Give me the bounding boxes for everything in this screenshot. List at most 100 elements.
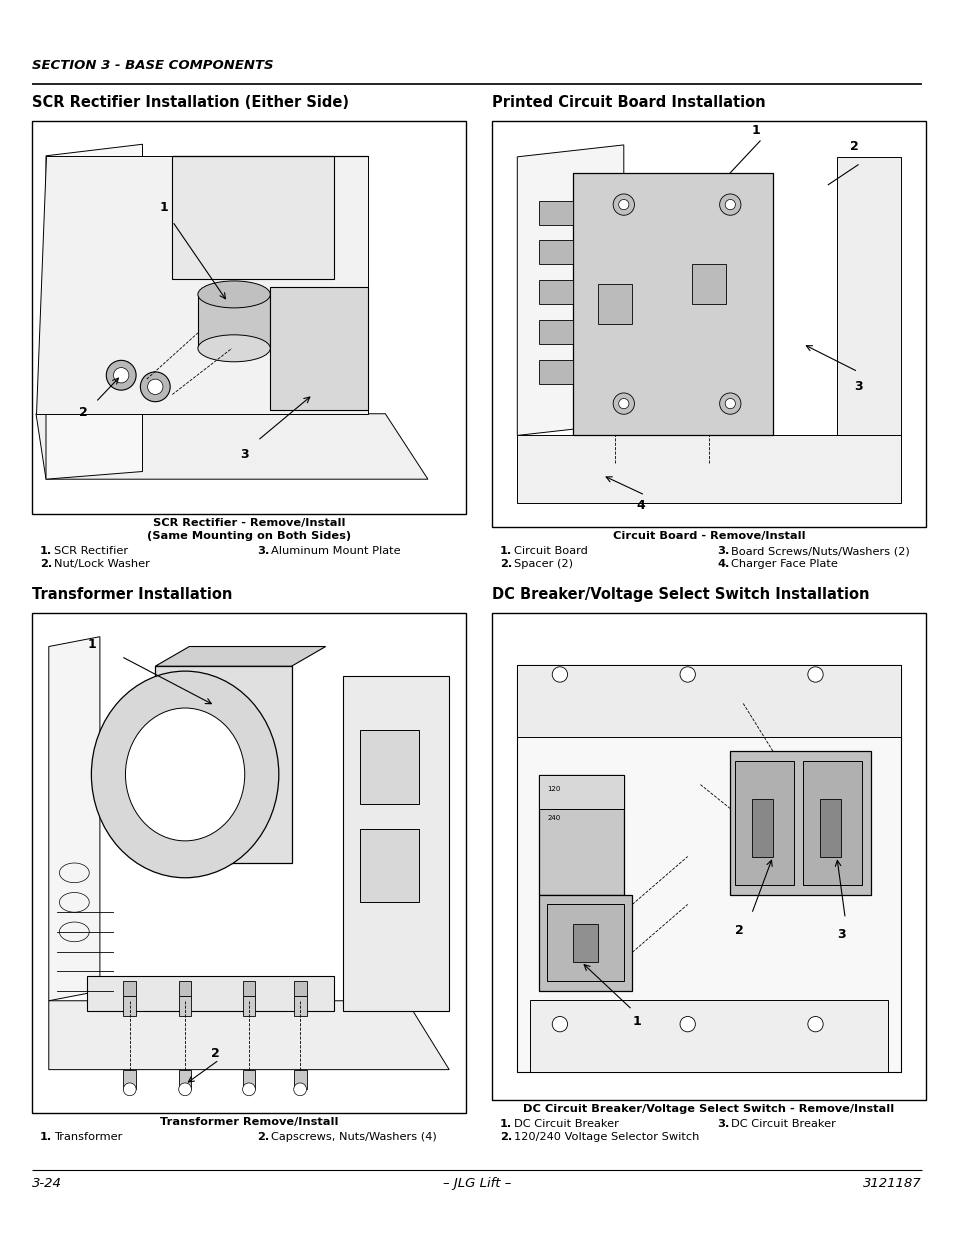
Text: SCR Rectifier - Remove/Install: SCR Rectifier - Remove/Install: [152, 517, 345, 529]
Circle shape: [242, 1083, 255, 1095]
Polygon shape: [123, 1070, 136, 1089]
Polygon shape: [172, 156, 334, 279]
Bar: [547, 904, 623, 981]
Bar: [359, 829, 419, 903]
Polygon shape: [836, 157, 900, 436]
Polygon shape: [36, 414, 428, 479]
Bar: [359, 730, 419, 804]
Text: Transformer Remove/Install: Transformer Remove/Install: [159, 1116, 338, 1128]
Text: 1: 1: [159, 200, 168, 214]
Text: 1: 1: [87, 638, 95, 651]
Text: 240: 240: [547, 815, 559, 821]
Circle shape: [178, 1083, 192, 1095]
Ellipse shape: [126, 708, 245, 841]
Text: Charger Face Plate: Charger Face Plate: [730, 559, 837, 569]
Text: 3.: 3.: [717, 1119, 729, 1129]
Circle shape: [123, 1083, 136, 1095]
Circle shape: [113, 368, 129, 383]
Text: 1.: 1.: [499, 1119, 512, 1129]
Bar: [242, 995, 255, 1015]
Circle shape: [552, 667, 567, 682]
Text: SCR Rectifier Installation (Either Side): SCR Rectifier Installation (Either Side): [32, 95, 349, 110]
Bar: [572, 924, 598, 962]
Text: 1.: 1.: [40, 546, 52, 556]
Text: 2: 2: [849, 140, 858, 153]
Polygon shape: [342, 676, 449, 1010]
Text: Spacer (2): Spacer (2): [514, 559, 573, 569]
Circle shape: [807, 667, 822, 682]
Circle shape: [719, 393, 740, 414]
Circle shape: [148, 379, 163, 394]
Polygon shape: [530, 1000, 887, 1072]
Bar: [492, 121, 925, 527]
Text: Transformer Installation: Transformer Installation: [32, 587, 233, 601]
Bar: [123, 981, 136, 995]
Text: 1: 1: [751, 124, 760, 137]
Text: 3-24: 3-24: [32, 1177, 62, 1191]
Bar: [294, 995, 306, 1015]
Circle shape: [807, 1016, 822, 1031]
Text: 3.: 3.: [717, 546, 729, 556]
Polygon shape: [178, 1070, 192, 1089]
Text: 2.: 2.: [499, 559, 512, 569]
Polygon shape: [46, 144, 142, 479]
Text: 2: 2: [734, 924, 742, 936]
Text: DC Breaker/Voltage Select Switch Installation: DC Breaker/Voltage Select Switch Install…: [492, 587, 868, 601]
Ellipse shape: [197, 280, 270, 308]
Text: Capscrews, Nuts/Washers (4): Capscrews, Nuts/Washers (4): [271, 1132, 436, 1142]
Circle shape: [106, 361, 136, 390]
Text: Printed Circuit Board Installation: Printed Circuit Board Installation: [492, 95, 765, 110]
Circle shape: [679, 667, 695, 682]
Circle shape: [552, 1016, 567, 1031]
Text: Circuit Board: Circuit Board: [514, 546, 587, 556]
Bar: [242, 981, 255, 995]
Text: 2: 2: [78, 406, 88, 419]
Bar: [294, 981, 306, 995]
Text: 1.: 1.: [499, 546, 512, 556]
Bar: [178, 981, 192, 995]
Text: SCR Rectifier: SCR Rectifier: [54, 546, 128, 556]
Text: DC Circuit Breaker: DC Circuit Breaker: [514, 1119, 618, 1129]
Text: 120: 120: [547, 787, 560, 793]
Circle shape: [724, 399, 735, 409]
Bar: [32, 613, 465, 1113]
Polygon shape: [517, 436, 900, 503]
Text: 1: 1: [632, 1015, 640, 1028]
Bar: [538, 320, 572, 343]
Polygon shape: [691, 264, 725, 304]
Polygon shape: [87, 976, 334, 1010]
Text: DC Circuit Breaker: DC Circuit Breaker: [730, 1119, 835, 1129]
Bar: [538, 200, 572, 225]
Circle shape: [724, 200, 735, 210]
Text: 2: 2: [211, 1047, 219, 1060]
Bar: [538, 359, 572, 384]
Circle shape: [294, 1083, 306, 1095]
Polygon shape: [155, 646, 325, 666]
Text: (Same Mounting on Both Sides): (Same Mounting on Both Sides): [147, 531, 351, 541]
Circle shape: [719, 194, 740, 215]
Bar: [538, 280, 572, 304]
Text: 2.: 2.: [499, 1132, 512, 1142]
Text: 2.: 2.: [256, 1132, 269, 1142]
Text: 120/240 Voltage Selector Switch: 120/240 Voltage Selector Switch: [514, 1132, 699, 1142]
Bar: [123, 995, 136, 1015]
Polygon shape: [242, 1070, 255, 1089]
Polygon shape: [517, 664, 900, 1072]
Text: Nut/Lock Washer: Nut/Lock Washer: [54, 559, 150, 569]
Text: DC Circuit Breaker/Voltage Select Switch - Remove/Install: DC Circuit Breaker/Voltage Select Switch…: [523, 1104, 894, 1114]
Polygon shape: [517, 144, 623, 436]
Polygon shape: [538, 776, 623, 809]
Polygon shape: [49, 637, 100, 1000]
Polygon shape: [294, 1070, 306, 1089]
Circle shape: [613, 194, 634, 215]
Text: Circuit Board - Remove/Install: Circuit Board - Remove/Install: [612, 531, 804, 541]
Bar: [32, 121, 465, 514]
Text: 4: 4: [636, 499, 644, 513]
Bar: [492, 613, 925, 1100]
Polygon shape: [49, 1000, 449, 1070]
Polygon shape: [197, 294, 270, 348]
Bar: [178, 995, 192, 1015]
Bar: [538, 241, 572, 264]
Circle shape: [679, 1016, 695, 1031]
Polygon shape: [36, 156, 368, 414]
